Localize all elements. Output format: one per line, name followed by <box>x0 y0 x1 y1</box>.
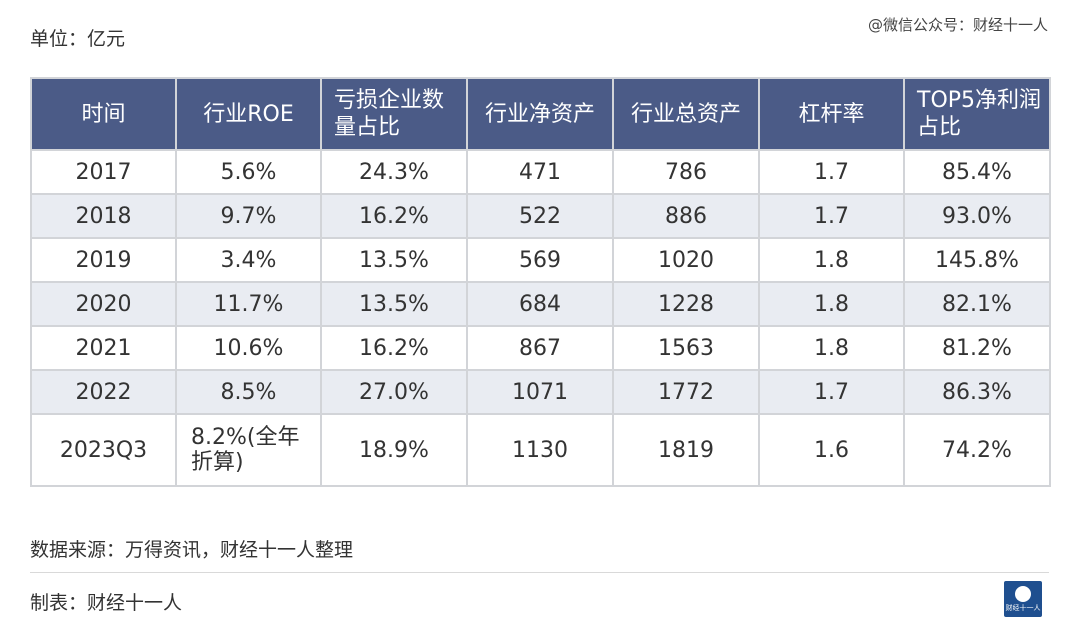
cell-roe: 8.2%(全年折算) <box>175 413 322 487</box>
cell-leverage: 1.7 <box>758 369 905 415</box>
table-row: 2019 3.4% 13.5% 569 1020 1.8 145.8% <box>30 237 1051 283</box>
cell-net-assets: 522 <box>466 193 614 239</box>
cell-net-assets: 471 <box>466 149 614 195</box>
cell-roe: 9.7% <box>175 193 322 239</box>
header-total-assets: 行业总资产 <box>612 77 760 151</box>
table-row: 2017 5.6% 24.3% 471 786 1.7 85.4% <box>30 149 1051 195</box>
header-top5-profit: TOP5净利润占比 <box>903 77 1051 151</box>
globe-icon <box>1015 586 1031 602</box>
data-table: 时间 行业ROE 亏损企业数量占比 行业净资产 行业总资产 杠杆率 TOP5净利… <box>30 77 1051 487</box>
logo-text: 财经十一人 <box>1005 604 1041 612</box>
cell-time: 2023Q3 <box>30 413 177 487</box>
cell-loss-ratio: 18.9% <box>320 413 468 487</box>
table-row: 2020 11.7% 13.5% 684 1228 1.8 82.1% <box>30 281 1051 327</box>
cell-leverage: 1.8 <box>758 325 905 371</box>
header-leverage: 杠杆率 <box>758 77 905 151</box>
cell-leverage: 1.7 <box>758 193 905 239</box>
cell-net-assets: 1071 <box>466 369 614 415</box>
header-time: 时间 <box>30 77 177 151</box>
cell-top5-profit: 145.8% <box>903 237 1051 283</box>
maker-note: 制表：财经十一人 <box>30 592 183 614</box>
watermark: @微信公众号：财经十一人 <box>867 16 1048 34</box>
cell-top5-profit: 85.4% <box>903 149 1051 195</box>
brand-logo: 财经十一人 <box>1004 581 1042 617</box>
cell-total-assets: 1020 <box>612 237 760 283</box>
cell-net-assets: 684 <box>466 281 614 327</box>
table-row: 2018 9.7% 16.2% 522 886 1.7 93.0% <box>30 193 1051 239</box>
cell-net-assets: 1130 <box>466 413 614 487</box>
source-note: 数据来源：万得资讯，财经十一人整理 <box>30 539 354 561</box>
cell-loss-ratio: 16.2% <box>320 325 468 371</box>
cell-roe: 5.6% <box>175 149 322 195</box>
table-header-row: 时间 行业ROE 亏损企业数量占比 行业净资产 行业总资产 杠杆率 TOP5净利… <box>30 77 1051 151</box>
cell-leverage: 1.6 <box>758 413 905 487</box>
cell-loss-ratio: 24.3% <box>320 149 468 195</box>
cell-time: 2022 <box>30 369 177 415</box>
cell-total-assets: 886 <box>612 193 760 239</box>
table-row: 2023Q3 8.2%(全年折算) 18.9% 1130 1819 1.6 74… <box>30 413 1051 487</box>
cell-loss-ratio: 13.5% <box>320 237 468 283</box>
cell-roe: 11.7% <box>175 281 322 327</box>
cell-top5-profit: 86.3% <box>903 369 1051 415</box>
divider <box>30 572 1049 573</box>
cell-top5-profit: 74.2% <box>903 413 1051 487</box>
cell-total-assets: 1228 <box>612 281 760 327</box>
cell-top5-profit: 81.2% <box>903 325 1051 371</box>
cell-top5-profit: 82.1% <box>903 281 1051 327</box>
cell-top5-profit: 93.0% <box>903 193 1051 239</box>
header-loss-ratio: 亏损企业数量占比 <box>320 77 468 151</box>
table-row: 2021 10.6% 16.2% 867 1563 1.8 81.2% <box>30 325 1051 371</box>
table-row: 2022 8.5% 27.0% 1071 1772 1.7 86.3% <box>30 369 1051 415</box>
cell-total-assets: 1772 <box>612 369 760 415</box>
cell-roe: 3.4% <box>175 237 322 283</box>
cell-time: 2020 <box>30 281 177 327</box>
cell-total-assets: 786 <box>612 149 760 195</box>
cell-time: 2021 <box>30 325 177 371</box>
cell-total-assets: 1819 <box>612 413 760 487</box>
header-roe: 行业ROE <box>175 77 322 151</box>
cell-total-assets: 1563 <box>612 325 760 371</box>
cell-net-assets: 867 <box>466 325 614 371</box>
cell-loss-ratio: 27.0% <box>320 369 468 415</box>
header-net-assets: 行业净资产 <box>466 77 614 151</box>
cell-loss-ratio: 16.2% <box>320 193 468 239</box>
cell-leverage: 1.8 <box>758 281 905 327</box>
cell-leverage: 1.7 <box>758 149 905 195</box>
cell-time: 2018 <box>30 193 177 239</box>
cell-time: 2017 <box>30 149 177 195</box>
cell-leverage: 1.8 <box>758 237 905 283</box>
cell-roe: 10.6% <box>175 325 322 371</box>
cell-loss-ratio: 13.5% <box>320 281 468 327</box>
cell-time: 2019 <box>30 237 177 283</box>
cell-net-assets: 569 <box>466 237 614 283</box>
unit-label: 单位：亿元 <box>30 28 126 50</box>
cell-roe: 8.5% <box>175 369 322 415</box>
